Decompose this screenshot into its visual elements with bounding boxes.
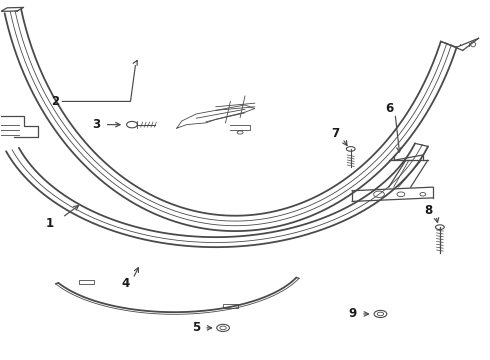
Text: 1: 1 xyxy=(46,217,54,230)
Text: 3: 3 xyxy=(92,118,100,131)
Text: 6: 6 xyxy=(385,102,393,115)
Text: 8: 8 xyxy=(424,204,433,217)
Text: 7: 7 xyxy=(331,127,339,140)
Text: 5: 5 xyxy=(192,321,200,334)
Text: 2: 2 xyxy=(51,95,59,108)
Text: 9: 9 xyxy=(348,307,356,320)
Text: 4: 4 xyxy=(122,277,130,290)
